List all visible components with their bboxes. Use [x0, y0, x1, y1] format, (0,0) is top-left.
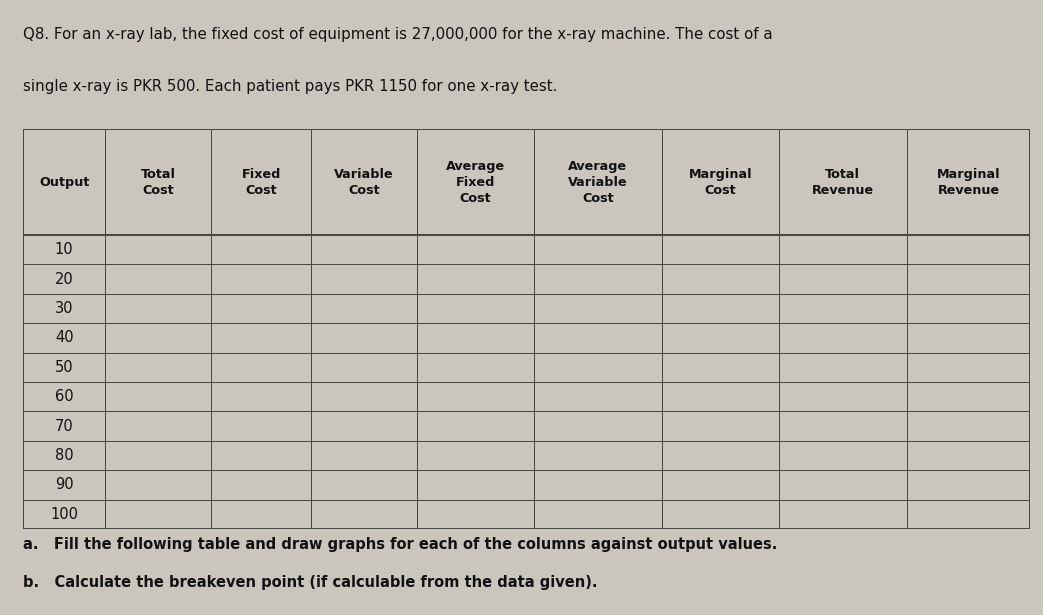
Text: b.   Calculate the breakeven point (if calculable from the data given).: b. Calculate the breakeven point (if cal… [23, 575, 598, 590]
Text: Fixed
Cost: Fixed Cost [241, 168, 281, 197]
Text: 50: 50 [55, 360, 73, 375]
Text: Marginal
Cost: Marginal Cost [688, 168, 752, 197]
Text: Variable
Cost: Variable Cost [335, 168, 394, 197]
Text: 40: 40 [55, 330, 73, 346]
Text: 80: 80 [55, 448, 73, 463]
Text: 60: 60 [55, 389, 73, 404]
Text: Average
Fixed
Cost: Average Fixed Cost [445, 160, 505, 205]
Text: Marginal
Revenue: Marginal Revenue [937, 168, 1000, 197]
Text: single x-ray is PKR 500. Each patient pays PKR 1150 for one x-ray test.: single x-ray is PKR 500. Each patient pa… [23, 79, 557, 94]
Text: Q8. For an x-ray lab, the fixed cost of equipment is 27,000,000 for the x-ray ma: Q8. For an x-ray lab, the fixed cost of … [23, 27, 773, 42]
Text: a.   Fill the following table and draw graphs for each of the columns against ou: a. Fill the following table and draw gra… [23, 537, 777, 552]
Text: Total
Revenue: Total Revenue [811, 168, 874, 197]
Text: Output: Output [39, 176, 90, 189]
Text: 100: 100 [50, 507, 78, 522]
Text: 30: 30 [55, 301, 73, 316]
Text: 70: 70 [55, 419, 74, 434]
Text: Average
Variable
Cost: Average Variable Cost [567, 160, 628, 205]
Text: 10: 10 [55, 242, 73, 257]
Text: 20: 20 [55, 272, 74, 287]
Text: 90: 90 [55, 477, 73, 493]
Text: Total
Cost: Total Cost [141, 168, 175, 197]
